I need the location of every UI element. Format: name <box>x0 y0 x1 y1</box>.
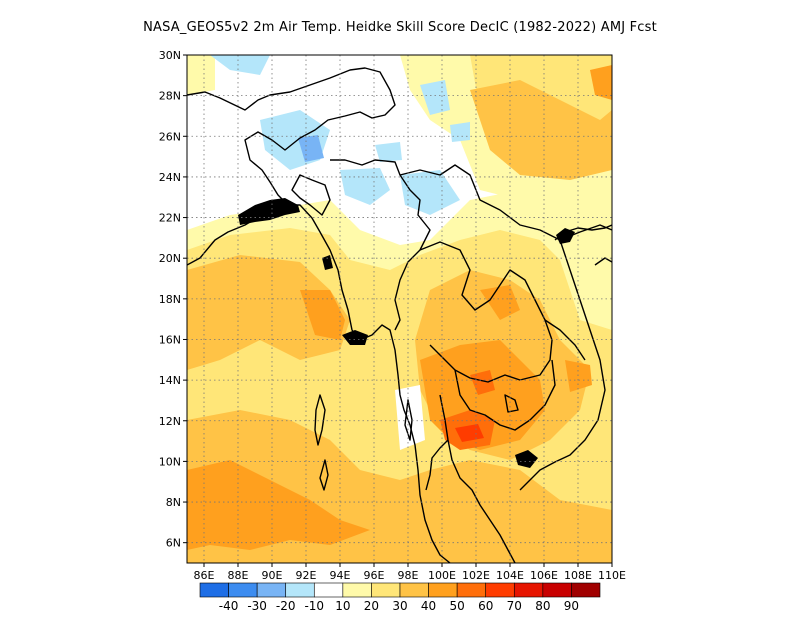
lon-tick-label: 106E <box>530 569 558 582</box>
lon-tick-label: 110E <box>598 569 626 582</box>
delta-coast <box>556 228 575 244</box>
lat-tick-label: 14N <box>159 374 181 387</box>
colorbar-label: 30 <box>392 599 407 613</box>
lon-tick-label: 108E <box>564 569 592 582</box>
lon-tick-label: 96E <box>364 569 385 582</box>
lat-tick-label: 18N <box>159 293 181 306</box>
colorbar-label: 90 <box>564 599 579 613</box>
fill-region <box>565 360 592 392</box>
lat-tick-label: 30N <box>159 49 181 62</box>
border <box>544 319 586 361</box>
fill-region <box>470 80 612 180</box>
lat-tick-label: 6N <box>166 537 181 550</box>
colorbar-swatch <box>371 582 401 598</box>
colorbar-swatch <box>485 582 515 598</box>
fill-region <box>300 290 345 340</box>
fill-region <box>395 385 425 450</box>
border <box>519 239 606 491</box>
fill-region <box>375 142 402 162</box>
coastline <box>187 67 451 563</box>
colorbar-label: 20 <box>364 599 379 613</box>
colorbar-label: -40 <box>219 599 239 613</box>
lat-tick-label: 28N <box>159 90 181 103</box>
border <box>425 439 449 491</box>
border <box>454 359 556 431</box>
fill-region <box>455 424 484 442</box>
colorbar-label: 70 <box>507 599 522 613</box>
colorbar-label: 80 <box>535 599 550 613</box>
delta-coast <box>342 330 368 345</box>
delta-coast <box>515 450 538 468</box>
delta-coast-layer <box>238 198 575 468</box>
lon-tick-label: 88E <box>228 569 249 582</box>
longitude-axis: 86E 88E 90E 92E 94E 96E 98E 100E 102E 104E 106E 108… <box>194 563 626 582</box>
colorbar-swatch <box>199 582 229 598</box>
lon-tick-label: 94E <box>330 569 351 582</box>
coastline <box>404 399 413 441</box>
coastline <box>594 257 612 266</box>
lat-tick-label: 8N <box>166 496 181 509</box>
colorbar-swatch <box>513 582 544 598</box>
fill-region <box>187 255 350 370</box>
lon-tick-label: 102E <box>462 569 490 582</box>
coastline <box>314 394 326 446</box>
colorbar: -40 -30 -20 -10 10 20 30 40 50 60 70 80 90 <box>199 582 601 613</box>
border <box>291 174 331 216</box>
colorbar-swatch <box>399 582 429 598</box>
colorbar-label: -10 <box>304 599 324 613</box>
colorbar-label: -20 <box>276 599 296 613</box>
lon-tick-label: 104E <box>496 569 524 582</box>
colorbar-swatch <box>542 582 572 598</box>
fill-region <box>298 135 324 162</box>
latitude-axis: 30N 28N 26N 24N 22N 20N 18N 16N 14N 12N 10N 8N 6N <box>159 49 187 550</box>
colorbar-label: 40 <box>421 599 436 613</box>
fill-region <box>590 65 612 100</box>
fill-region <box>450 122 470 142</box>
coastline <box>504 394 519 413</box>
fill-region <box>400 170 460 215</box>
colorbar-swatch <box>285 582 315 598</box>
delta-coast <box>322 255 333 270</box>
colorbar-swatch <box>342 582 372 598</box>
fill-region <box>420 80 450 115</box>
grid-lines <box>187 55 612 563</box>
lon-tick-label: 86E <box>194 569 215 582</box>
lat-tick-label: 20N <box>159 252 181 265</box>
fill-region <box>210 55 270 75</box>
colorbar-label: 50 <box>450 599 465 613</box>
lat-tick-label: 26N <box>159 130 181 143</box>
colorbar-swatch <box>313 582 344 598</box>
lon-tick-label: 98E <box>398 569 419 582</box>
colorbar-swatch <box>428 582 458 598</box>
colorbar-label: -30 <box>247 599 267 613</box>
border <box>330 159 431 331</box>
map-title: NASA_GEOS5v2 2m Air Temp. Heidke Skill S… <box>143 20 657 35</box>
lat-tick-label: 12N <box>159 415 181 428</box>
lat-tick-label: 16N <box>159 333 181 346</box>
lon-tick-label: 92E <box>296 569 317 582</box>
colorbar-swatch <box>256 582 287 598</box>
border <box>419 241 553 383</box>
lat-tick-label: 22N <box>159 212 181 225</box>
delta-coast <box>238 198 300 225</box>
lat-tick-label: 24N <box>159 171 181 184</box>
plot-frame <box>186 54 613 564</box>
colorbar-swatch <box>571 582 601 598</box>
colorbar-swatch <box>228 582 258 598</box>
lon-tick-label: 100E <box>428 569 456 582</box>
colorbar-swatch <box>456 582 487 598</box>
border <box>399 164 612 241</box>
colorbar-label: 10 <box>335 599 350 613</box>
skill-score-fill-layer <box>187 55 612 563</box>
fill-region <box>187 55 215 95</box>
fill-region <box>187 460 370 550</box>
lon-tick-label: 90E <box>262 569 283 582</box>
colorbar-label: 60 <box>478 599 493 613</box>
coastline <box>319 459 329 491</box>
border <box>439 394 516 563</box>
lat-tick-label: 10N <box>159 455 181 468</box>
